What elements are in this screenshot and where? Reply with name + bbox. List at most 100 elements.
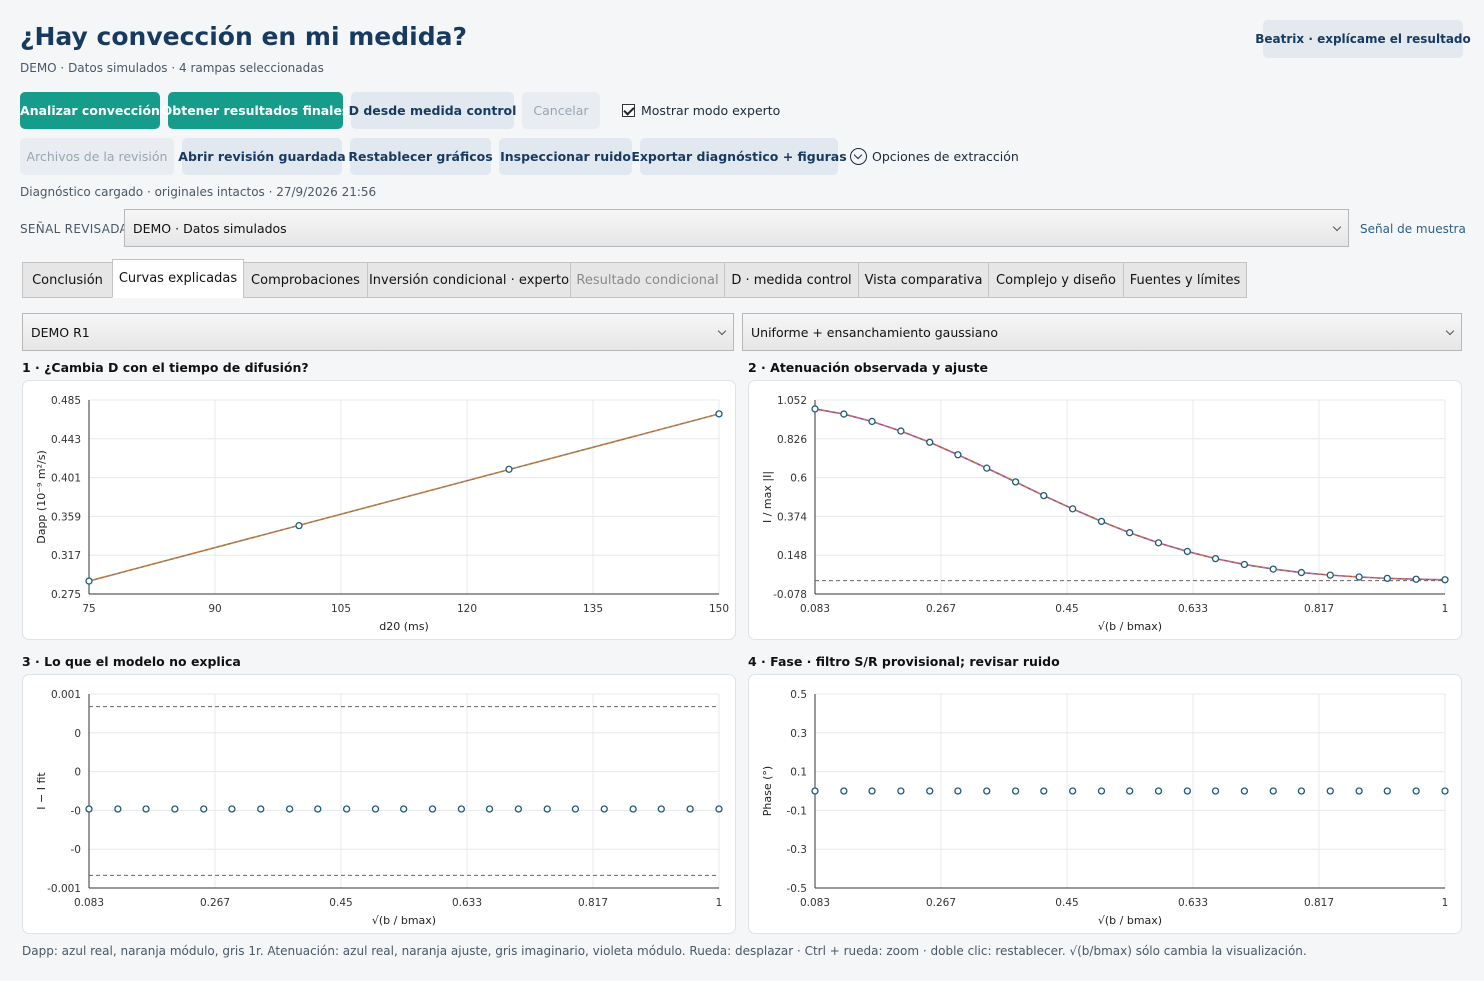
final-results-button[interactable]: Obtener resultados finales bbox=[162, 92, 349, 129]
data-point bbox=[1154, 787, 1163, 795]
expert-mode-checkbox[interactable] bbox=[622, 104, 635, 117]
data-point bbox=[897, 787, 905, 795]
data-point bbox=[983, 464, 991, 472]
x-tick-label: 0.817 bbox=[1304, 897, 1334, 909]
x-tick-label: 0.083 bbox=[74, 897, 104, 909]
data-point bbox=[505, 465, 513, 473]
model-select-value: Uniforme + ensanchamiento gaussiano bbox=[751, 324, 998, 340]
data-point bbox=[295, 521, 303, 530]
review-files-button[interactable]: Archivos de la revisión bbox=[20, 138, 174, 175]
data-point bbox=[485, 805, 494, 813]
data-point bbox=[1383, 787, 1391, 795]
data-point bbox=[715, 410, 723, 418]
chart-residuals-svg[interactable]: 0.083 0.267 0.45 0.633 0.817 1 0.001 0 0 -0 -0 -0.0… bbox=[23, 675, 737, 935]
data-point bbox=[228, 805, 236, 813]
data-point bbox=[1297, 568, 1306, 577]
x-tick-label: 150 bbox=[709, 603, 729, 615]
status-text: Diagnóstico cargado · originales intacto… bbox=[20, 185, 377, 199]
chart-phase[interactable]: 0.083 0.267 0.45 0.633 0.817 1 0.5 0.3 0.1 -0.1 -0… bbox=[748, 674, 1462, 934]
y-tick-label: -0.1 bbox=[787, 805, 808, 817]
analyze-convection-button[interactable]: Analizar convección bbox=[20, 92, 160, 129]
data-point bbox=[868, 787, 876, 795]
data-point bbox=[1097, 787, 1106, 795]
cancel-button[interactable]: Cancelar bbox=[522, 92, 600, 129]
x-tick-label: 1 bbox=[716, 897, 723, 909]
tab-conditional-result[interactable]: Resultado condicional bbox=[570, 262, 725, 298]
chart-attenuation[interactable]: 0.083 0.267 0.45 0.633 0.817 1 1.052 0.826 0.6 0.… bbox=[748, 380, 1462, 640]
chart-residuals[interactable]: 0.083 0.267 0.45 0.633 0.817 1 0.001 0 0 -0 -0 -0.0… bbox=[22, 674, 736, 934]
x-axis-label: √(b / bmax) bbox=[372, 914, 436, 927]
expert-mode-toggle[interactable]: Mostrar modo experto bbox=[622, 103, 780, 118]
signal-label: SEÑAL REVISADA bbox=[20, 222, 129, 236]
data-point bbox=[1383, 574, 1391, 583]
data-point bbox=[686, 805, 694, 813]
tab-sources-limits[interactable]: Fuentes y límites bbox=[1123, 262, 1247, 298]
ramp-select[interactable]: DEMO R1 bbox=[22, 313, 734, 351]
data-point bbox=[171, 805, 179, 813]
signal-select[interactable]: DEMO · Datos simulados bbox=[124, 209, 1349, 247]
x-axis-label: √(b / bmax) bbox=[1098, 620, 1162, 633]
data-point bbox=[811, 787, 819, 795]
tab-conditional-inversion[interactable]: Inversión condicional · experto bbox=[367, 262, 571, 298]
export-diagnostic-button[interactable]: Exportar diagnóstico + figuras bbox=[631, 138, 847, 175]
data-point bbox=[1068, 787, 1077, 795]
data-point bbox=[1068, 505, 1077, 513]
y-tick-label: 0 bbox=[74, 728, 81, 740]
data-point bbox=[400, 805, 408, 813]
y-tick-label: 0.148 bbox=[777, 550, 807, 562]
data-point bbox=[1183, 547, 1192, 556]
data-point bbox=[1269, 787, 1277, 795]
data-point bbox=[1326, 787, 1334, 795]
x-tick-label: 0.45 bbox=[329, 897, 352, 909]
x-tick-label: 75 bbox=[82, 603, 95, 615]
tab-checks[interactable]: Comprobaciones bbox=[243, 262, 368, 298]
data-point bbox=[1355, 573, 1363, 581]
y-tick-label: 0.359 bbox=[51, 511, 81, 523]
y-tick-label: 0.3 bbox=[790, 728, 807, 740]
chart-dapp-svg[interactable]: 75 90 105 120 135 150 0.485 0.443 0.401 0.359 0.31… bbox=[23, 381, 737, 641]
ramp-select-value: DEMO R1 bbox=[31, 324, 90, 340]
reset-graphs-button[interactable]: Restablecer gráficos bbox=[348, 138, 493, 175]
y-tick-label: 0.443 bbox=[51, 434, 81, 446]
expert-mode-label: Mostrar modo experto bbox=[641, 103, 781, 118]
y-axis-label: Phase (°) bbox=[761, 766, 774, 816]
data-point bbox=[1011, 787, 1020, 795]
x-tick-label: 0.817 bbox=[1304, 603, 1334, 615]
extraction-options-toggle[interactable]: Opciones de extracción bbox=[850, 148, 1019, 165]
data-point bbox=[954, 787, 962, 795]
chart-phase-svg[interactable]: 0.083 0.267 0.45 0.633 0.817 1 0.5 0.3 0.1 -0.1 -0… bbox=[749, 675, 1463, 935]
data-point bbox=[629, 805, 637, 813]
tab-conclusion[interactable]: Conclusión bbox=[22, 262, 113, 298]
model-select[interactable]: Uniforme + ensanchamiento gaussiano bbox=[742, 313, 1462, 351]
tab-comparative[interactable]: Vista comparativa bbox=[858, 262, 989, 298]
chart-dapp-vs-time[interactable]: 75 90 105 120 135 150 0.485 0.443 0.401 0.359 0.31… bbox=[22, 380, 736, 640]
data-point bbox=[1355, 787, 1363, 795]
inspect-noise-button[interactable]: Inspeccionar ruido bbox=[499, 138, 632, 175]
y-tick-label: 0.485 bbox=[51, 395, 81, 407]
data-point bbox=[85, 805, 93, 813]
data-point bbox=[657, 805, 665, 813]
tab-curves[interactable]: Curvas explicadas bbox=[112, 259, 244, 298]
data-point bbox=[314, 805, 322, 813]
d-from-control-button[interactable]: D desde medida control bbox=[349, 92, 516, 129]
tab-complex-design[interactable]: Complejo y diseño bbox=[988, 262, 1124, 298]
x-tick-label: 0.267 bbox=[926, 897, 956, 909]
data-point bbox=[897, 427, 905, 435]
tab-d-control[interactable]: D · medida control bbox=[724, 262, 859, 298]
y-tick-label: 0.401 bbox=[51, 473, 81, 485]
chart-attenuation-svg[interactable]: 0.083 0.267 0.45 0.633 0.817 1 1.052 0.826 0.6 0.… bbox=[749, 381, 1463, 641]
data-point bbox=[200, 805, 208, 813]
open-saved-review-button[interactable]: Abrir revisión guardada bbox=[178, 138, 346, 175]
assistant-explain-button[interactable]: Beatrix · explícame el resultado bbox=[1255, 20, 1471, 58]
x-tick-label: 0.45 bbox=[1055, 897, 1078, 909]
data-point bbox=[571, 805, 580, 813]
y-tick-label: 1.052 bbox=[777, 395, 807, 407]
data-point bbox=[954, 451, 962, 459]
y-tick-label: 0.826 bbox=[777, 434, 807, 446]
data-point bbox=[1412, 575, 1420, 583]
data-point bbox=[868, 417, 876, 426]
x-tick-label: 135 bbox=[583, 603, 603, 615]
sample-signal-link[interactable]: Señal de muestra bbox=[1360, 222, 1466, 236]
data-point bbox=[142, 805, 150, 813]
data-point bbox=[1441, 576, 1449, 584]
